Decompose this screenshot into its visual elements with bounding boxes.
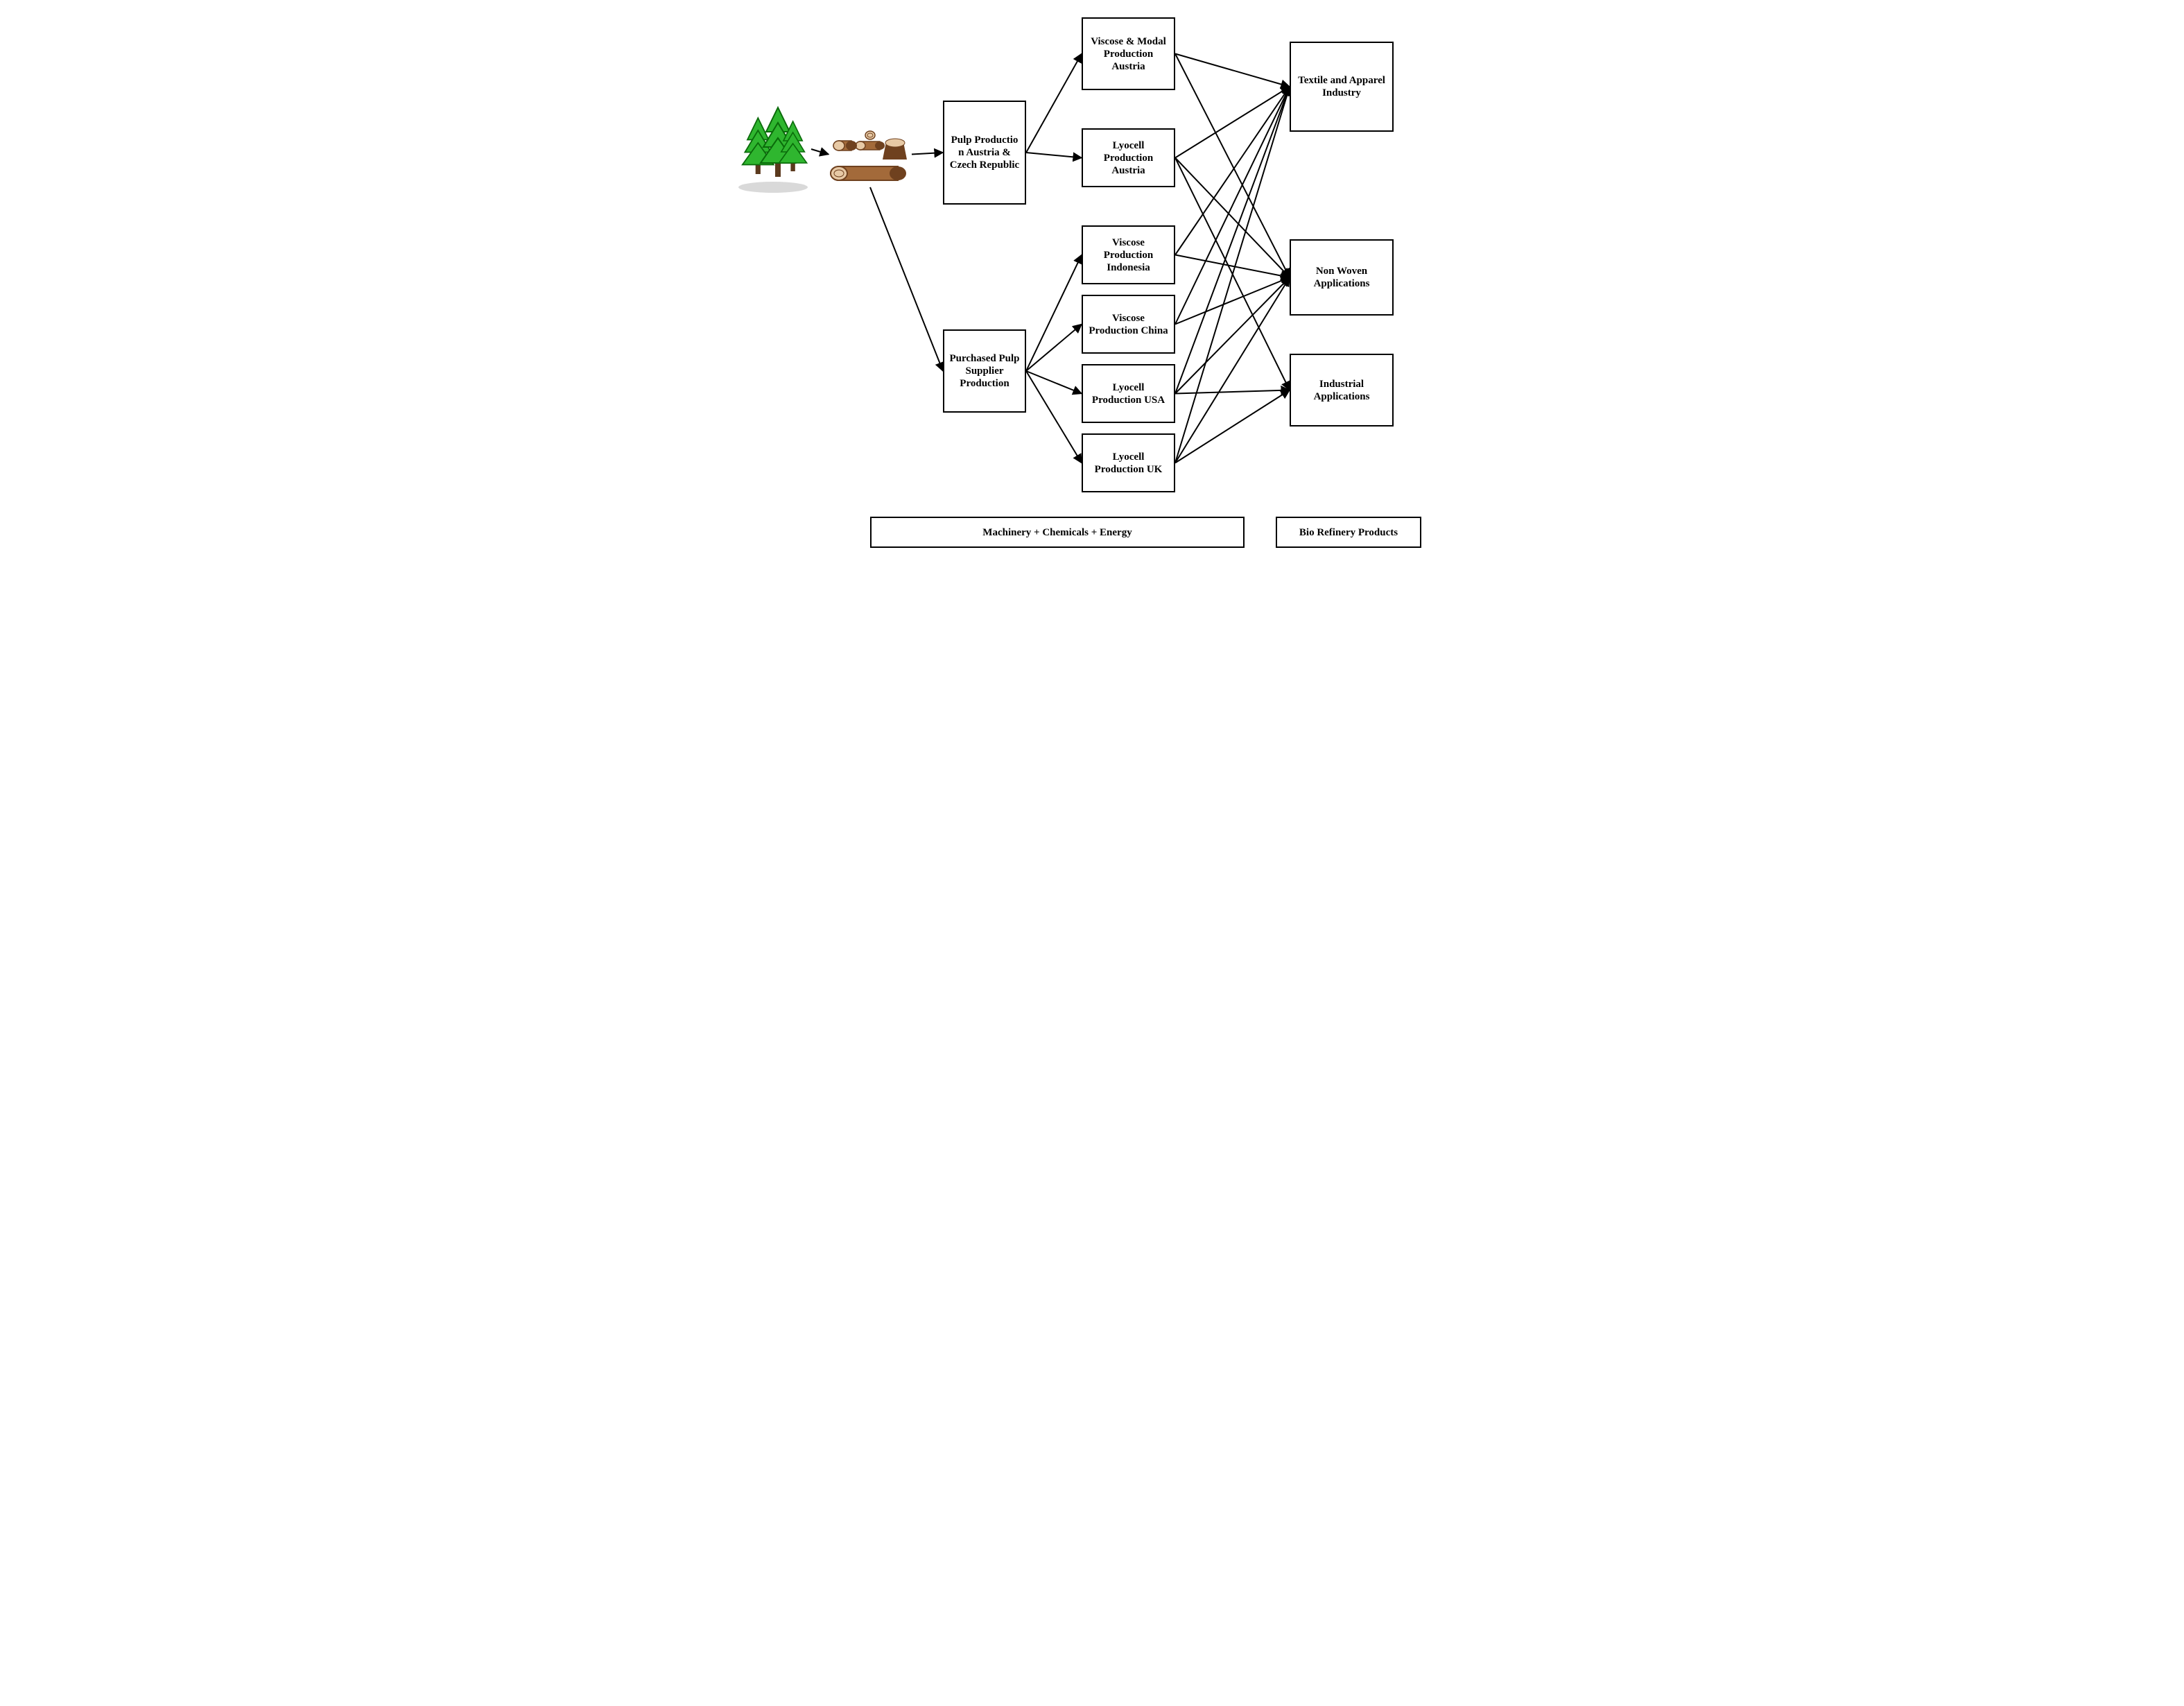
node-textile-industry: Textile and Apparel Industry: [1290, 42, 1394, 132]
node-viscose-indonesia: Viscose Production Indonesia: [1082, 225, 1175, 284]
node-label: Viscose & Modal Production Austria: [1087, 35, 1170, 73]
logs-icon: [829, 121, 912, 187]
node-label: Textile and Apparel Industry: [1295, 74, 1388, 99]
node-label: Purchased Pulp Supplier Production: [948, 352, 1021, 390]
node-viscose-modal-austria: Viscose & Modal Production Austria: [1082, 17, 1175, 90]
node-label: Lyocell Production UK: [1087, 451, 1170, 476]
node-lyocell-uk: Lyocell Production UK: [1082, 433, 1175, 492]
node-machinery-chemicals-energy: Machinery + Chemicals + Energy: [870, 517, 1245, 548]
node-label: Viscose Production China: [1087, 312, 1170, 337]
flowchart-canvas: Pulp Productio n Austria & Czech Republi…: [728, 0, 1456, 569]
node-label: Industrial Applications: [1295, 378, 1388, 403]
node-lyocell-austria: Lyocell Production Austria: [1082, 128, 1175, 187]
node-lyocell-usa: Lyocell Production USA: [1082, 364, 1175, 423]
node-label: Non Woven Applications: [1295, 265, 1388, 290]
node-label: Machinery + Chemicals + Energy: [982, 526, 1132, 539]
node-viscose-china: Viscose Production China: [1082, 295, 1175, 354]
node-label: Pulp Productio n Austria & Czech Republi…: [948, 134, 1021, 171]
node-label: Lyocell Production Austria: [1087, 139, 1170, 177]
node-label: Lyocell Production USA: [1087, 381, 1170, 406]
node-bio-refinery-products: Bio Refinery Products: [1276, 517, 1421, 548]
node-purchased-pulp: Purchased Pulp Supplier Production: [943, 329, 1026, 413]
node-industrial-applications: Industrial Applications: [1290, 354, 1394, 426]
trees-icon: [735, 104, 811, 194]
node-label: Bio Refinery Products: [1299, 526, 1398, 539]
node-label: Viscose Production Indonesia: [1087, 236, 1170, 274]
node-pulp-production: Pulp Productio n Austria & Czech Republi…: [943, 101, 1026, 205]
node-nonwoven-applications: Non Woven Applications: [1290, 239, 1394, 316]
